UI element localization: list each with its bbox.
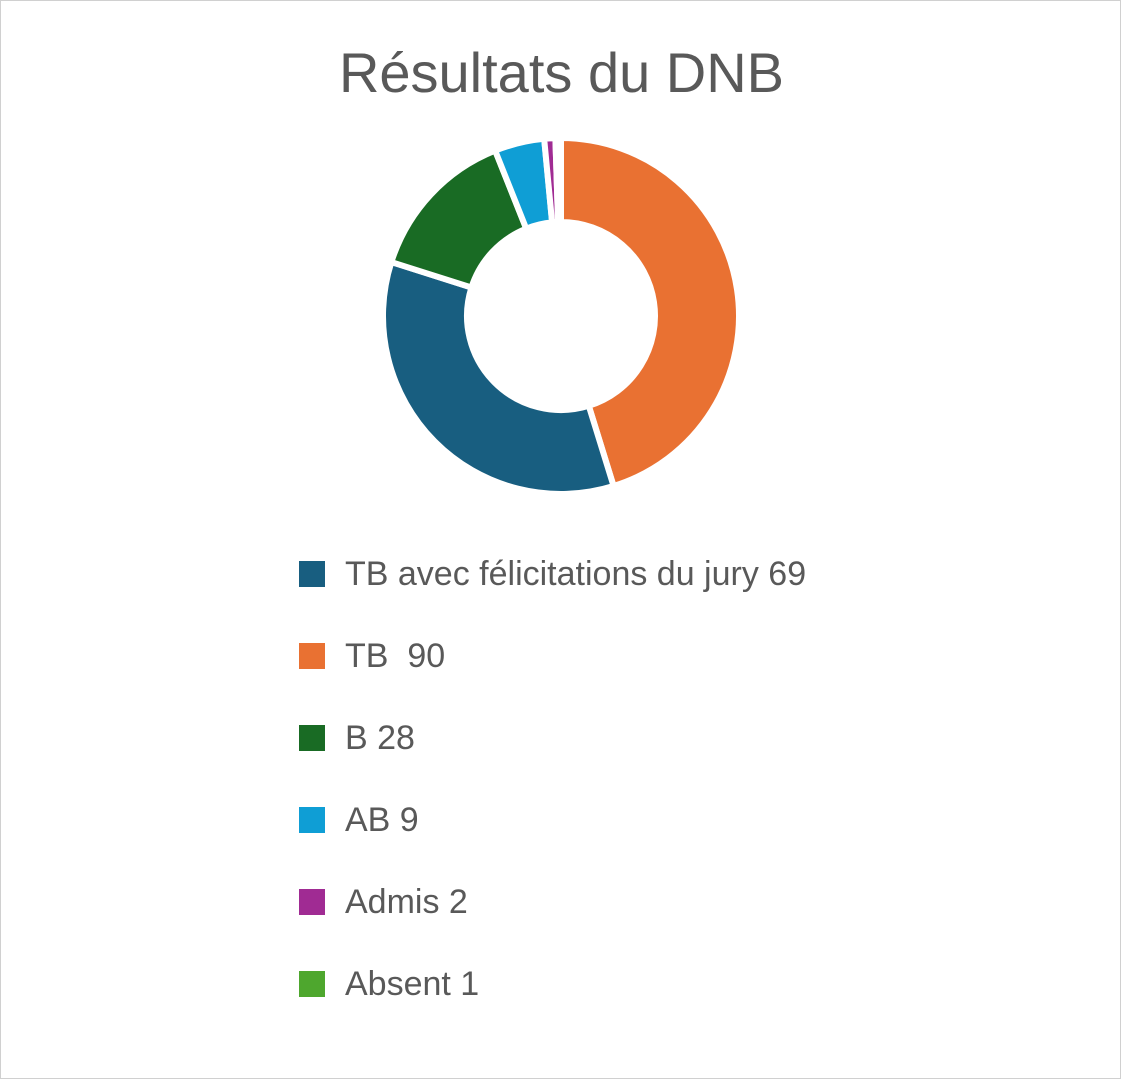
- legend-label: TB avec félicitations du jury 69: [345, 555, 807, 593]
- legend-label: B 28: [345, 719, 415, 757]
- legend-label: TB 90: [345, 637, 446, 675]
- legend-label: AB 9: [345, 801, 419, 839]
- legend-swatch: [299, 889, 325, 915]
- chart-title: Résultats du DNB: [338, 41, 785, 104]
- donut-chart: [380, 134, 742, 497]
- legend-label: Admis 2: [345, 883, 468, 921]
- donut-slice: [380, 258, 618, 497]
- legend-swatch: [299, 807, 325, 833]
- legend-label: Absent 1: [345, 965, 480, 1003]
- legend-swatch: [299, 643, 325, 669]
- donut-slice: [552, 134, 564, 226]
- legend-swatch: [299, 971, 325, 997]
- legend-swatch: [299, 725, 325, 751]
- donut-slice: [558, 134, 742, 490]
- legend-swatch: [299, 561, 325, 587]
